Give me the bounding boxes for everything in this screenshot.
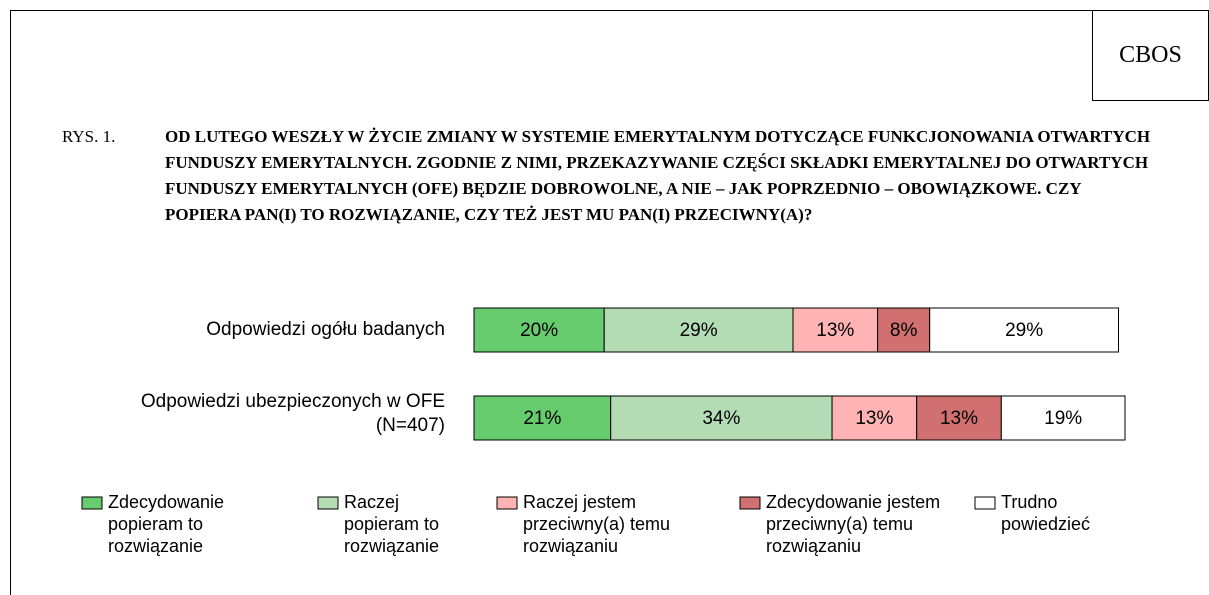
category-label: Odpowiedzi ogółu badanych: [206, 319, 445, 340]
bar-segment: [610, 395, 833, 441]
bar-segment: [929, 307, 1119, 353]
value-label: 34%: [702, 408, 740, 429]
legend-label: Raczej jestem przeciwny(a) temu rozwiąza…: [523, 492, 671, 556]
category-label: Odpowiedzi ubezpieczonych w OFE (N=407): [140, 391, 445, 436]
value-label: 19%: [1044, 408, 1082, 429]
bar-segment: [473, 307, 605, 353]
value-label: 29%: [1005, 320, 1043, 341]
legend-swatch: [496, 496, 518, 510]
value-label: 8%: [890, 320, 918, 341]
value-label: 20%: [520, 320, 558, 341]
value-label: 21%: [523, 408, 561, 429]
value-label: 29%: [680, 320, 718, 341]
value-label: 13%: [855, 408, 893, 429]
legend-label: Zdecydowanie popieram to rozwiązanie: [108, 492, 225, 556]
legend-swatch: [739, 496, 761, 510]
figure-label: RYS. 1.: [62, 127, 116, 146]
legend-swatch: [81, 496, 103, 510]
value-label: 13%: [816, 320, 854, 341]
bar-segment: [1000, 395, 1126, 441]
chart-title: OD LUTEGO WESZŁY W ŻYCIE ZMIANY W SYSTEM…: [165, 127, 1151, 224]
legend-swatch: [317, 496, 339, 510]
value-label: 13%: [940, 408, 978, 429]
legend-label: Zdecydowanie jestem przeciwny(a) temu ro…: [766, 492, 941, 556]
legend-label: Trudno powiedzieć: [1001, 492, 1091, 534]
frame: [10, 10, 1209, 595]
legend-swatch: [974, 496, 996, 510]
legend-label: Raczej popieram to rozwiązanie: [344, 492, 440, 556]
bar-segment: [831, 395, 918, 441]
